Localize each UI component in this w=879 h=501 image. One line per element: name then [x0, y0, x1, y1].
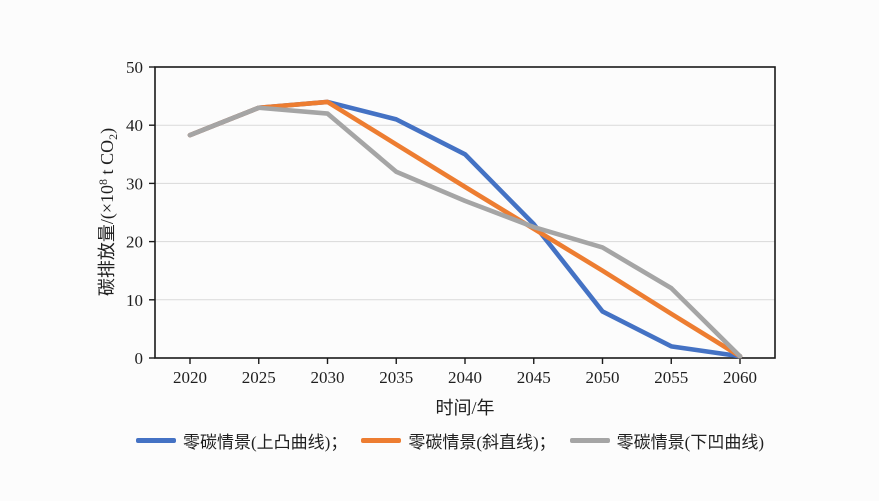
y-axis-title-subscript: 2	[106, 134, 120, 140]
x-tick-label: 2030	[311, 368, 345, 387]
x-tick-label: 2025	[242, 368, 276, 387]
series-line-straight	[187, 99, 743, 359]
legend-item-straight-line: 零碳情景(斜直线)；	[361, 428, 556, 453]
legend-swatch-orange-line	[361, 437, 402, 443]
legend-swatch-blue-line	[136, 437, 176, 443]
legend-label: 零碳情景(上凸曲线)；	[183, 432, 348, 452]
y-tick-label: 0	[135, 349, 144, 368]
x-axis: 2020 2025 2030 2035 2040 2045 2050 2055 2060	[173, 358, 757, 387]
x-tick-label: 2035	[379, 368, 413, 387]
y-axis-title-superscript: 8	[96, 179, 110, 185]
x-tick-label: 2055	[654, 368, 688, 387]
y-axis-title-text: )	[97, 128, 118, 134]
gridlines	[155, 124, 775, 301]
legend-item-concave-curve: 零碳情景(下凹曲线)	[569, 428, 764, 453]
y-tick-label: 40	[126, 116, 143, 135]
x-tick-label: 2040	[448, 368, 482, 387]
legend-label: 零碳情景(下凹曲线)	[616, 432, 764, 452]
legend-label: 零碳情景(斜直线)；	[408, 432, 556, 452]
x-tick-label: 2060	[723, 368, 757, 387]
y-tick-label: 50	[126, 58, 143, 77]
y-tick-label: 30	[126, 174, 143, 193]
x-axis-title: 时间/年	[435, 398, 494, 418]
y-axis-title: 碳排放量/(×108 t CO2)	[96, 128, 120, 296]
y-axis-title-text: t CO	[97, 140, 117, 179]
x-tick-label: 2050	[586, 368, 620, 387]
x-tick-label: 2020	[173, 368, 207, 387]
y-axis: 0 10 20 30 40 50	[126, 58, 155, 368]
x-tick-label: 2045	[517, 368, 551, 387]
chart-legend: 零碳情景(上凸曲线)； 零碳情景(斜直线)； 零碳情景(下凹曲线)	[120, 427, 780, 453]
legend-item-convex-curve: 零碳情景(上凸曲线)；	[136, 428, 347, 453]
series-line-concave-curve	[187, 105, 743, 359]
y-tick-label: 20	[126, 233, 143, 252]
legend-swatch-gray-line	[569, 437, 610, 443]
y-axis-title-text: 碳排放量/(×10	[97, 185, 118, 296]
series-line-convex-curve	[187, 99, 743, 359]
y-tick-label: 10	[126, 291, 143, 310]
